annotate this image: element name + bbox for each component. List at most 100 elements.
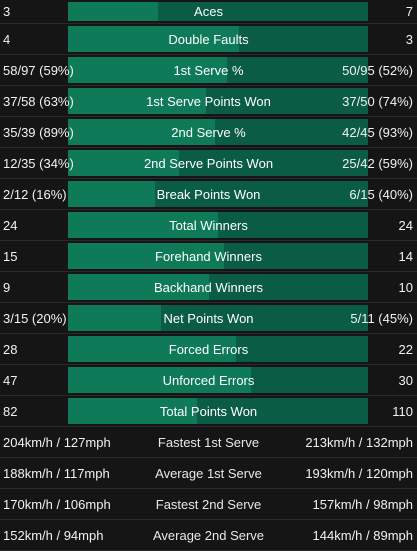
player1-value: 152km/h / 94mph <box>3 527 104 543</box>
player1-bar <box>68 243 224 269</box>
player1-value: 15 <box>3 248 18 264</box>
player2-value: 193km/h / 120mph <box>305 465 413 481</box>
player1-bar <box>68 367 251 393</box>
player1-bar <box>68 212 218 238</box>
player2-bar <box>215 119 368 145</box>
stat-label: Fastest 1st Serve <box>157 434 260 450</box>
player2-value: 24 <box>398 217 413 233</box>
player1-value: 58/97 (59%) <box>3 62 74 78</box>
stat-label: 2nd Serve Points Won <box>143 155 274 171</box>
player1-value: 204km/h / 127mph <box>3 434 111 450</box>
stat-row: 188km/h / 117mph Average 1st Serve 193km/h… <box>0 458 417 489</box>
player2-value: 110 <box>392 403 413 419</box>
player1-value: 3/15 (20%) <box>3 310 67 326</box>
stat-row: 4 Double Faults 3 <box>0 24 417 55</box>
player2-value: 22 <box>398 341 413 357</box>
player2-value: 6/15 (40%) <box>349 186 413 202</box>
player1-bar <box>68 305 161 331</box>
player2-value: 42/45 (93%) <box>342 124 413 140</box>
player1-value: 24 <box>3 217 18 233</box>
player1-value: 37/58 (63%) <box>3 93 74 109</box>
player1-value: 47 <box>3 372 18 388</box>
stat-row: 37/58 (63%) 1st Serve Points Won 37/50 (74… <box>0 86 417 117</box>
player2-bar <box>236 336 368 362</box>
stat-label: Unforced Errors <box>162 372 255 388</box>
player1-bar <box>68 2 158 21</box>
stat-label: 1st Serve Points Won <box>146 93 271 109</box>
stat-label: Net Points Won <box>163 310 254 326</box>
stat-row: 35/39 (89%) 2nd Serve % 42/45 (93%) <box>0 117 417 148</box>
stat-row: 82 Total Points Won 110 <box>0 396 417 427</box>
player1-value: 12/35 (34%) <box>3 155 74 171</box>
stat-label: Total Points Won <box>159 403 258 419</box>
stat-label: Forced Errors <box>168 341 249 357</box>
player2-bar <box>227 57 368 83</box>
player2-bar <box>218 212 368 238</box>
player2-bar <box>155 181 368 207</box>
player2-bar <box>251 367 368 393</box>
player1-bar <box>68 119 215 145</box>
player1-bar <box>68 336 236 362</box>
player1-value: 9 <box>3 279 11 295</box>
player1-value: 2/12 (16%) <box>3 186 67 202</box>
stat-row: 15 Forehand Winners 14 <box>0 241 417 272</box>
stat-row: 170km/h / 106mph Fastest 2nd Serve 157km/h… <box>0 489 417 520</box>
stat-label: Average 2nd Serve <box>152 527 265 543</box>
player1-value: 188km/h / 117mph <box>3 465 110 481</box>
stat-row: 12/35 (34%) 2nd Serve Points Won 25/42 (59… <box>0 148 417 179</box>
player1-bar <box>68 274 209 300</box>
player2-bar <box>206 88 368 114</box>
stat-row: 2/12 (16%) Break Points Won 6/15 (40%) <box>0 179 417 210</box>
player2-value: 3 <box>405 31 413 47</box>
player1-bar <box>68 398 197 424</box>
stat-row: 9 Backhand Winners 10 <box>0 272 417 303</box>
stat-label: Double Faults <box>168 31 249 47</box>
stat-label: Fastest 2nd Serve <box>155 496 262 512</box>
player1-bar <box>68 57 227 83</box>
player2-value: 7 <box>405 4 413 19</box>
player2-bar <box>158 2 368 21</box>
player2-bar <box>239 26 368 52</box>
stat-label: 2nd Serve % <box>171 124 246 140</box>
player1-value: 170km/h / 106mph <box>3 496 111 512</box>
player2-bar <box>161 305 368 331</box>
stat-row: 152km/h / 94mph Average 2nd Serve 144km/h … <box>0 520 417 551</box>
player2-value: 157km/h / 98mph <box>312 496 413 512</box>
stat-row: 28 Forced Errors 22 <box>0 334 417 365</box>
player1-bar <box>68 181 155 207</box>
stat-label: Forehand Winners <box>155 248 262 264</box>
stat-row: 3 Aces 7 <box>0 0 417 24</box>
player1-value: 35/39 (89%) <box>3 124 74 140</box>
player2-bar <box>209 274 368 300</box>
player2-value: 5/11 (45%) <box>350 310 413 326</box>
stat-row: 204km/h / 127mph Fastest 1st Serve 213km/h… <box>0 427 417 458</box>
stat-label: Backhand Winners <box>153 279 264 295</box>
player2-value: 10 <box>398 279 413 295</box>
player2-bar <box>179 150 368 176</box>
stat-label: Aces <box>194 4 223 19</box>
stat-row: 24 Total Winners 24 <box>0 210 417 241</box>
player2-value: 144km/h / 89mph <box>312 527 413 543</box>
stat-row: 47 Unforced Errors 30 <box>0 365 417 396</box>
player2-bar <box>197 398 368 424</box>
player1-value: 28 <box>3 341 18 357</box>
player2-value: 25/42 (59%) <box>342 155 413 171</box>
player1-bar <box>68 150 179 176</box>
player2-value: 213km/h / 132mph <box>305 434 413 450</box>
player1-value: 4 <box>3 31 11 47</box>
stat-label: Total Winners <box>169 217 248 233</box>
player1-bar <box>68 88 206 114</box>
player2-value: 14 <box>398 248 413 264</box>
stat-label: Break Points Won <box>156 186 261 202</box>
player2-value: 30 <box>398 372 413 388</box>
player1-bar <box>68 26 239 52</box>
player1-value: 3 <box>3 4 11 19</box>
player1-value: 82 <box>3 403 18 419</box>
player2-value: 50/95 (52%) <box>342 62 413 78</box>
stat-row: 3/15 (20%) Net Points Won 5/11 (45%) <box>0 303 417 334</box>
stat-row: 58/97 (59%) 1st Serve % 50/95 (52%) <box>0 55 417 86</box>
stat-label: Average 1st Serve <box>155 465 262 481</box>
player2-bar <box>224 243 368 269</box>
player2-value: 37/50 (74%) <box>342 93 413 109</box>
